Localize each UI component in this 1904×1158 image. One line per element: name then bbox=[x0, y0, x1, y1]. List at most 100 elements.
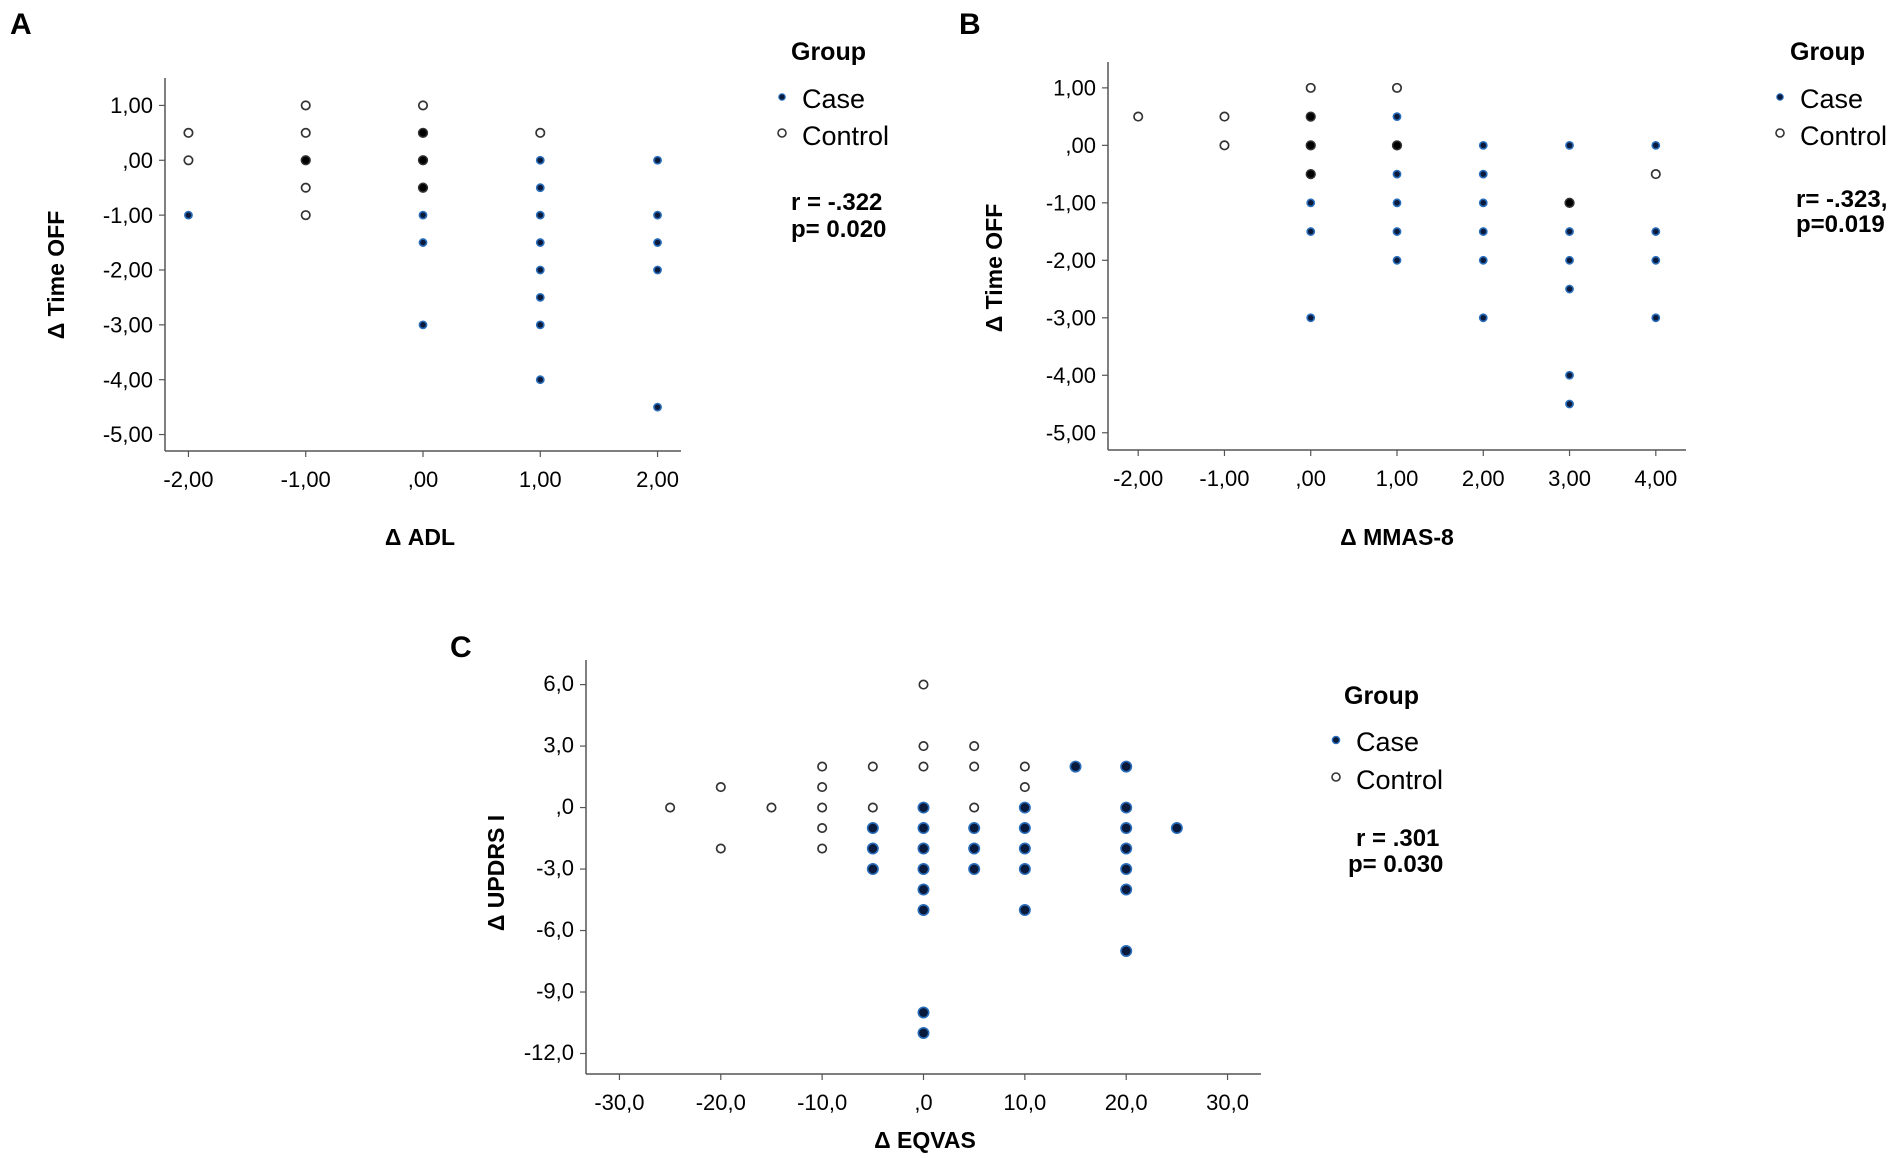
panel-c-x-tick-label: ,0 bbox=[914, 1090, 932, 1115]
panel-a-point-case-15 bbox=[653, 265, 662, 275]
panel-a-r-value: r = -.322 bbox=[791, 189, 882, 216]
panel-b-x-tick-label: -2,00 bbox=[1113, 466, 1163, 491]
panel-a-point-case-5 bbox=[535, 183, 545, 193]
panel-b-plot: -2,00 -1,00 ,00 1,00 2,00 3,00 4,00 1,00 ,00 -1,0… bbox=[1046, 62, 1686, 491]
panel-a-legend-case-label: Case bbox=[802, 84, 865, 114]
panel-b-y-tick-label: ,00 bbox=[1065, 133, 1096, 158]
panel-a-legend-title: Group bbox=[791, 38, 866, 66]
panel-c-point-control-1 bbox=[715, 782, 726, 793]
panel-a-p-value: p= 0.020 bbox=[791, 216, 886, 243]
panel-c-point-control-16 bbox=[969, 802, 980, 813]
panel-b-point-case-1 bbox=[1306, 227, 1316, 236]
panel-a-point-control-0 bbox=[183, 127, 194, 138]
panel-a-x-tick-label: ,00 bbox=[408, 467, 439, 492]
panel-c-y-label: Δ UPDRS I bbox=[483, 815, 509, 931]
panel-a-point-control-1 bbox=[183, 155, 194, 166]
panel-b-x-tick-label: -1,00 bbox=[1199, 466, 1249, 491]
panel-a-plot: -2,00 -1,00 ,00 1,00 2,00 1,00 ,00 -1,00 -2,00 -3… bbox=[103, 78, 681, 492]
panel-b-point-overlap-3 bbox=[1391, 140, 1403, 151]
panel-a-point-control-5 bbox=[300, 210, 311, 221]
panel-c-point-control-10 bbox=[867, 802, 878, 813]
panel-a-point-case-12 bbox=[653, 155, 662, 165]
panel-b-point-case-4 bbox=[1392, 169, 1402, 179]
panel-c-point-case-4 bbox=[917, 822, 930, 835]
panel-b-point-control-0 bbox=[1133, 111, 1144, 122]
panel-b-point-control-1 bbox=[1219, 111, 1230, 122]
panel-c-point-control-17 bbox=[1019, 761, 1030, 772]
panel-c: C -30,0 -20,0 -10,0,0 10,0 20,0 30,06,03,0,0-… bbox=[450, 631, 1443, 1153]
panel-b-point-overlap-2 bbox=[1305, 168, 1316, 180]
panel-c-x-tick-label: -30,0 bbox=[594, 1090, 644, 1115]
panel-b-ticks: -2,00 -1,00 ,00 1,00 2,00 3,00 4,00 1,00 ,00 -1,0… bbox=[1046, 76, 1677, 491]
panel-b-y-tick-label: -1,00 bbox=[1046, 191, 1096, 216]
panel-c-legend-title: Group bbox=[1344, 682, 1419, 710]
panel-b-point-case-23 bbox=[1651, 313, 1661, 323]
panel-c-point-case-13 bbox=[968, 863, 981, 876]
panel-b-point-case-6 bbox=[1392, 227, 1402, 236]
panel-a-y-tick-label: -4,00 bbox=[103, 367, 153, 392]
panel-c-point-case-22 bbox=[1120, 822, 1133, 835]
panel-a-y-tick-label: 1,00 bbox=[110, 93, 153, 118]
panel-c-point-case-26 bbox=[1120, 945, 1133, 958]
panel-a-point-case-6 bbox=[535, 210, 545, 220]
panel-c-point-control-9 bbox=[867, 761, 878, 772]
panel-c-letter: C bbox=[450, 631, 472, 664]
panel-c-point-case-1 bbox=[866, 842, 879, 855]
panel-a-point-case-9 bbox=[535, 293, 545, 302]
panel-c-point-case-6 bbox=[917, 863, 930, 876]
panel-a-x-label: Δ ADL bbox=[385, 524, 455, 550]
panel-a-y-tick-label: -2,00 bbox=[103, 258, 153, 283]
panel-b-x-label: Δ MMAS-8 bbox=[1340, 524, 1454, 550]
panel-c-y-tick-label: ,0 bbox=[556, 794, 574, 819]
panel-a-point-control-2 bbox=[300, 100, 311, 111]
panel-c-ticks: -30,0 -20,0 -10,0 ,0 10,0 20,0 30,0 6,0 3,0 ,0 -3,… bbox=[524, 671, 1249, 1115]
panel-b-point-case-22 bbox=[1651, 255, 1661, 265]
panel-b-legend-case-marker bbox=[1776, 93, 1784, 101]
panel-c-x-tick-label: 10,0 bbox=[1003, 1090, 1046, 1115]
panel-a-y-tick-label: -5,00 bbox=[103, 422, 153, 447]
panel-b-p-value: p=0.019 bbox=[1796, 211, 1885, 238]
panel-b-y-tick-label: -3,00 bbox=[1046, 305, 1096, 330]
panel-c-point-case-15 bbox=[1018, 822, 1031, 835]
panel-c-point-control-18 bbox=[1019, 782, 1030, 793]
panel-c-point-case-3 bbox=[917, 801, 930, 814]
panel-b-x-tick-label: 3,00 bbox=[1548, 466, 1591, 491]
panel-b-point-case-16 bbox=[1565, 255, 1574, 265]
panel-b-x-tick-label: ,00 bbox=[1295, 466, 1326, 491]
panel-a-legend-case-marker bbox=[778, 93, 786, 101]
panel-a-point-case-11 bbox=[535, 375, 545, 385]
panel-b-y-tick-label: -5,00 bbox=[1046, 420, 1096, 445]
panel-a-point-case-13 bbox=[653, 210, 662, 220]
panel-c-point-case-8 bbox=[917, 904, 930, 917]
panel-a-point-case-2 bbox=[418, 238, 428, 247]
panel-c-y-tick-label: -6,0 bbox=[536, 917, 574, 942]
panel-b-point-case-12 bbox=[1478, 255, 1488, 265]
panel-a-point-control-7 bbox=[535, 127, 546, 138]
panel-a-legend: Group Case Control bbox=[777, 38, 889, 151]
panel-c-point-control-0 bbox=[665, 802, 676, 813]
panel-b-point-case-9 bbox=[1478, 169, 1488, 179]
panel-b: B -2,00 -1,00 ,00 1,00 2,00 3,00 4,00 1,00 ,00 -1… bbox=[959, 8, 1887, 550]
panel-c-legend-case-label: Case bbox=[1356, 727, 1419, 757]
panel-a-point-control-6 bbox=[417, 100, 429, 111]
panel-a-point-overlap-0 bbox=[300, 155, 311, 166]
panel-a-x-tick-label: -1,00 bbox=[281, 467, 331, 492]
panel-c-point-control-8 bbox=[817, 843, 828, 854]
panel-a-y-tick-label: -3,00 bbox=[103, 313, 153, 338]
panel-b-x-tick-label: 1,00 bbox=[1376, 466, 1419, 491]
panel-b-letter: B bbox=[959, 8, 981, 41]
panel-a-point-control-3 bbox=[300, 127, 311, 138]
panel-a-points bbox=[183, 100, 662, 412]
panel-b-points bbox=[1133, 82, 1661, 409]
panel-a-point-case-1 bbox=[418, 210, 428, 220]
panel-b-point-overlap-0 bbox=[1305, 111, 1316, 122]
panel-c-point-case-24 bbox=[1120, 863, 1133, 876]
panel-a-point-case-14 bbox=[653, 238, 662, 247]
panel-a-y-tick-label: -1,00 bbox=[103, 203, 153, 228]
panel-c-legend-case-marker bbox=[1331, 735, 1341, 745]
panel-b-r-value: r= -.323, bbox=[1796, 186, 1887, 213]
panel-c-point-control-12 bbox=[918, 741, 929, 752]
panel-b-point-case-8 bbox=[1478, 140, 1488, 150]
panel-c-p-value: p= 0.030 bbox=[1348, 851, 1443, 878]
